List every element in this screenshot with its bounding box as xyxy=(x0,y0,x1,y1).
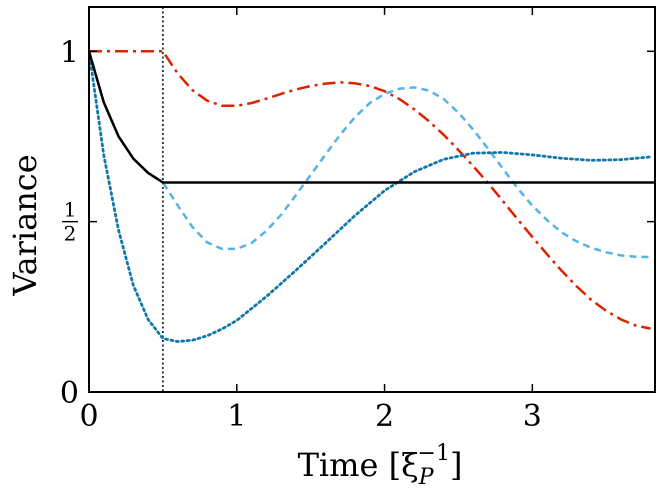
series-line-dashed xyxy=(89,50,651,259)
x-tick-label: 1 xyxy=(227,399,246,434)
x-tick-label: 2 xyxy=(375,399,394,434)
y-tick-label: 12 xyxy=(62,198,78,246)
x-axis-title-close: ] xyxy=(450,446,462,484)
x-axis-title-sub: P xyxy=(418,465,435,490)
y-tick-frac-den: 2 xyxy=(64,222,77,246)
x-axis-title-sup: −1 xyxy=(418,441,450,466)
y-axis-title: Variance xyxy=(6,154,44,296)
x-tick-label: 0 xyxy=(79,399,98,434)
y-tick-frac-num: 1 xyxy=(64,198,77,222)
y-tick-label: 0 xyxy=(60,376,79,411)
series-line-dashdot xyxy=(89,50,651,330)
plot-frame xyxy=(88,6,656,393)
series-layer xyxy=(89,7,655,392)
x-axis-title-main: Time [ξ xyxy=(298,446,419,484)
x-axis-title: Time [ξP−1] xyxy=(298,441,463,490)
series-line-dotted xyxy=(89,49,652,343)
y-tick-label: 1 xyxy=(60,35,79,70)
x-tick-label: 3 xyxy=(523,399,542,434)
series-line-solid xyxy=(89,50,655,184)
